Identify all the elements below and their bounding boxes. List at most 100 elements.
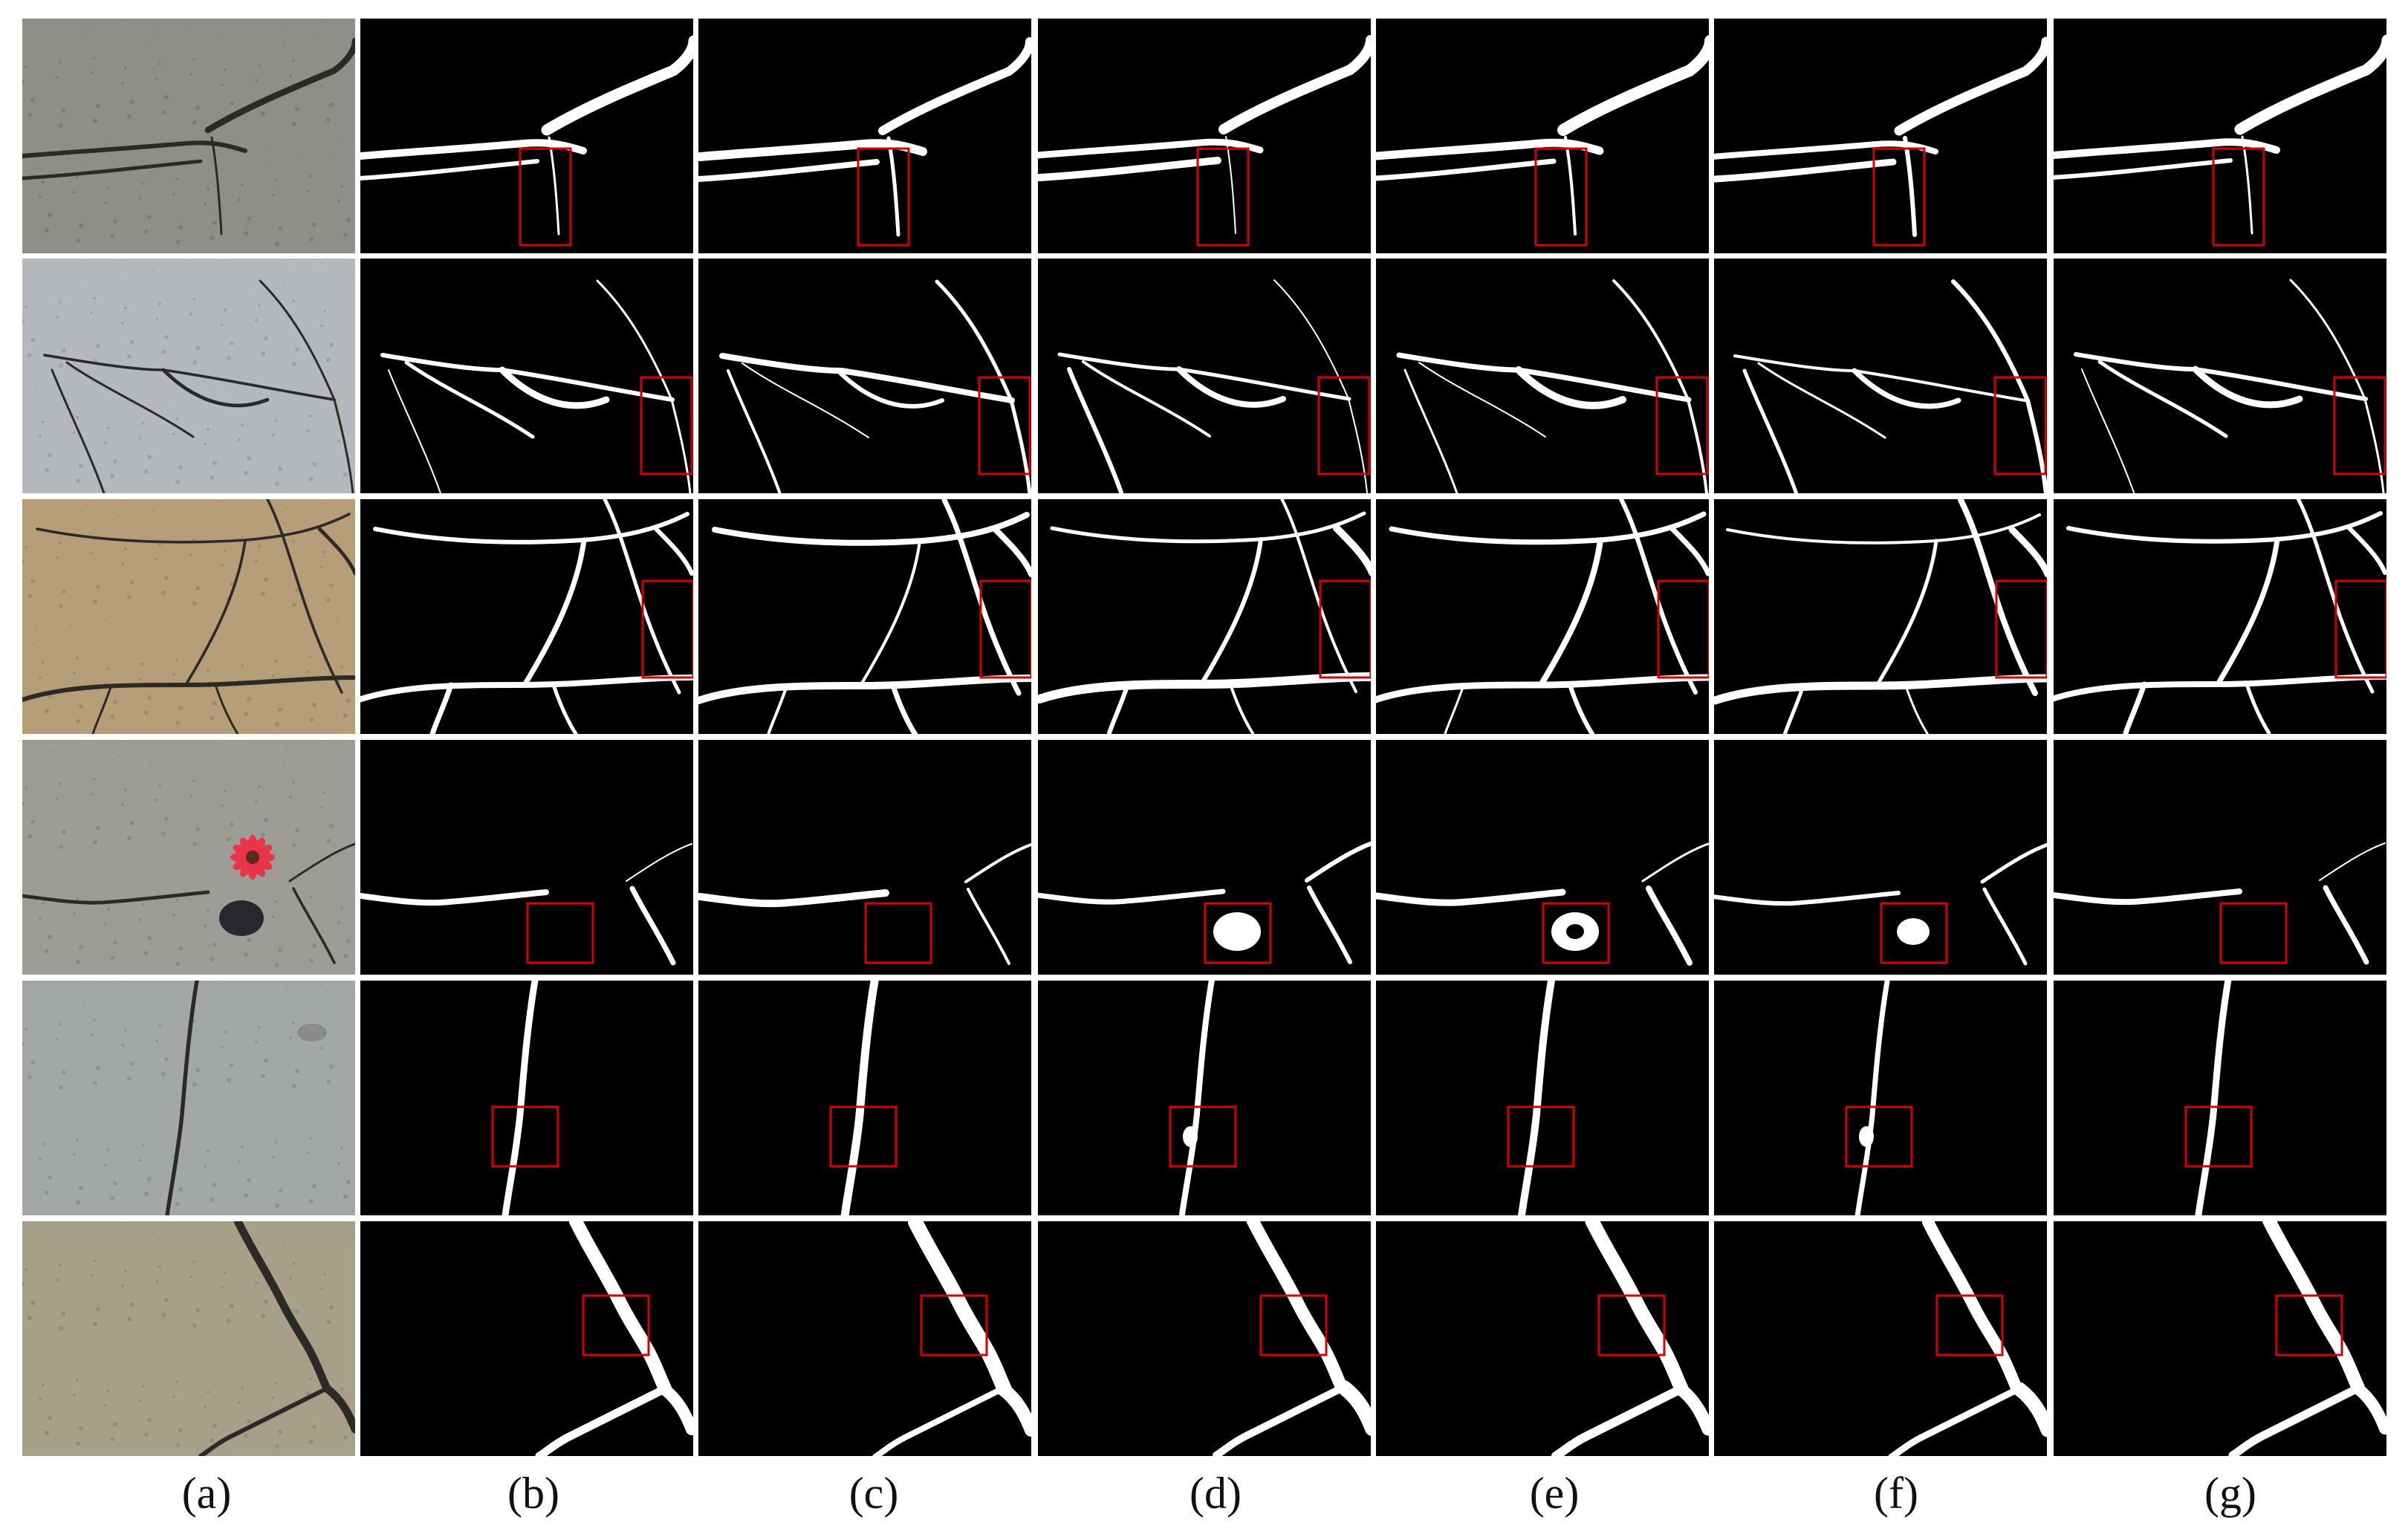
highlight-box xyxy=(1319,579,1371,679)
texture-speck xyxy=(278,1189,282,1193)
texture-speck xyxy=(261,592,265,597)
texture-speck xyxy=(141,1385,144,1388)
texture-speck xyxy=(107,186,110,189)
texture-speck xyxy=(317,518,319,519)
texture-speck xyxy=(96,1307,100,1311)
texture-speck xyxy=(264,818,268,822)
texture-speck xyxy=(320,565,323,568)
mask-svg xyxy=(2054,19,2386,253)
texture-speck xyxy=(96,825,100,830)
texture-speck xyxy=(50,43,51,45)
texture-speck xyxy=(50,1005,51,1007)
crack-stroke xyxy=(404,360,535,439)
column-label-b: (b) xyxy=(507,1469,559,1518)
texture-speck xyxy=(241,664,244,667)
texture-speck xyxy=(30,338,35,342)
texture-speck xyxy=(76,657,79,660)
texture-speck xyxy=(212,701,217,706)
texture-speck xyxy=(175,1443,180,1447)
texture-speck xyxy=(334,1355,336,1356)
texture-speck xyxy=(264,577,268,582)
photo-crack xyxy=(51,368,106,493)
mask-background xyxy=(2054,499,2386,734)
texture-speck xyxy=(252,993,253,995)
texture-speck xyxy=(79,1426,83,1431)
crack-stroke xyxy=(1337,1380,1371,1436)
texture-speck xyxy=(272,434,275,437)
crack-stroke xyxy=(2241,135,2253,235)
column-label-f: (f) xyxy=(1874,1469,1918,1518)
texture-speck xyxy=(107,908,110,911)
texture-speck xyxy=(221,83,224,86)
texture-speck xyxy=(218,36,219,37)
texture-speck xyxy=(218,1238,219,1240)
mask-svg xyxy=(1376,19,1709,253)
texture-speck xyxy=(130,580,134,585)
texture-speck xyxy=(87,24,88,25)
texture-speck xyxy=(110,955,114,960)
texture-speck xyxy=(130,339,134,344)
texture-speck xyxy=(227,356,231,360)
texture-speck xyxy=(135,871,137,872)
texture-speck xyxy=(166,881,168,883)
texture-speck xyxy=(283,522,285,524)
texture-speck xyxy=(266,1123,267,1125)
crack-stroke xyxy=(1376,138,1604,160)
texture-speck xyxy=(172,914,175,917)
texture-speck xyxy=(247,697,251,701)
mask-panel-col2-row-3 xyxy=(698,499,1031,734)
texture-speck xyxy=(258,1026,261,1029)
texture-speck xyxy=(255,1281,258,1284)
highlight-box xyxy=(2333,376,2386,475)
texture-speck xyxy=(241,1386,244,1389)
texture-speck xyxy=(67,1361,68,1362)
texture-speck xyxy=(22,1042,25,1045)
texture-speck xyxy=(121,741,123,742)
highlight-box xyxy=(1880,902,1948,964)
texture-speck xyxy=(309,1137,312,1140)
texture-speck xyxy=(329,824,334,828)
highlight-box xyxy=(519,147,572,247)
texture-speck xyxy=(195,1068,200,1072)
crack-stroke xyxy=(522,537,587,688)
flower-petal xyxy=(256,845,273,857)
mask-svg xyxy=(360,499,693,734)
highlight-box xyxy=(979,579,1031,679)
texture-speck xyxy=(230,822,234,827)
texture-speck xyxy=(309,655,312,658)
mask-panel-col4-row-2 xyxy=(1376,259,1709,493)
crack-stroke xyxy=(1225,136,1236,234)
texture-speck xyxy=(104,1163,107,1166)
texture-speck xyxy=(39,1157,42,1160)
crack-stroke xyxy=(1067,367,1123,493)
texture-speck xyxy=(45,468,49,472)
texture-speck xyxy=(326,1079,331,1084)
texture-speck xyxy=(230,101,234,105)
texture-speck xyxy=(275,241,279,246)
input-photo-row-4 xyxy=(22,740,355,975)
texture-speck xyxy=(238,198,241,201)
texture-speck xyxy=(155,1039,158,1042)
crack-stroke xyxy=(629,886,676,966)
texture-speck xyxy=(320,806,323,809)
texture-speck xyxy=(147,455,152,459)
crack-stroke xyxy=(2234,34,2386,135)
texture-speck xyxy=(320,1287,323,1290)
crack-stroke xyxy=(1714,158,1897,183)
texture-speck xyxy=(101,154,103,155)
texture-speck xyxy=(329,103,334,107)
texture-speck xyxy=(204,621,205,623)
highlight-box xyxy=(978,376,1031,475)
texture-speck xyxy=(334,1114,336,1116)
texture-speck xyxy=(255,800,258,803)
texture-speck xyxy=(238,1160,241,1163)
texture-speck xyxy=(132,404,134,406)
texture-speck xyxy=(155,799,158,802)
texture-speck xyxy=(124,547,127,550)
texture-speck xyxy=(70,1346,71,1348)
texture-speck xyxy=(235,151,236,152)
texture-speck xyxy=(169,866,171,868)
texture-speck xyxy=(56,1278,59,1281)
texture-speck xyxy=(334,633,336,634)
texture-speck xyxy=(334,392,336,394)
